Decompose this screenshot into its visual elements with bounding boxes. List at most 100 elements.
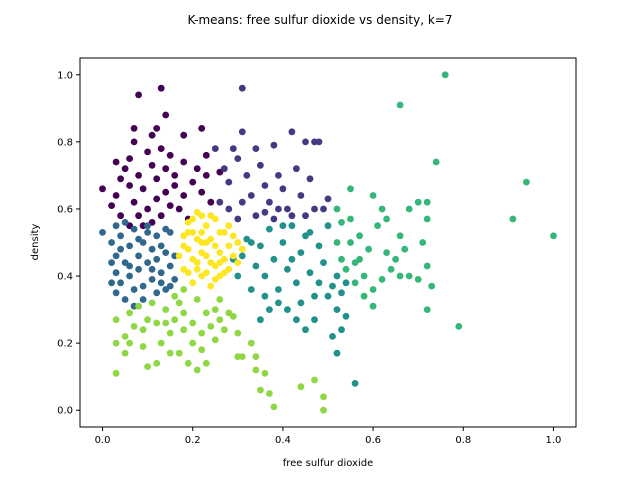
cluster-3-point: [288, 255, 296, 263]
cluster-6-point: [229, 252, 237, 260]
cluster-2-point: [117, 245, 124, 253]
cluster-3-point: [234, 272, 242, 280]
cluster-3-point: [275, 286, 282, 293]
cluster-5-point: [171, 292, 179, 300]
cluster-6-point: [180, 242, 188, 250]
cluster-2-point: [162, 249, 170, 256]
cluster-6-point: [193, 265, 201, 273]
cluster-0-point: [153, 124, 161, 132]
cluster-5-point: [171, 316, 179, 324]
cluster-1-point: [261, 208, 269, 216]
cluster-6-point: [207, 282, 215, 290]
cluster-1-point: [238, 128, 246, 136]
cluster-3-point: [306, 269, 314, 277]
cluster-1-point: [288, 212, 296, 220]
y-tick-label: 0.8: [57, 137, 73, 148]
x-axis-ticks: 0.0 0.2 0.4 0.6 0.8 1.0: [95, 427, 562, 446]
cluster-3-point: [270, 255, 278, 263]
cluster-4-point: [396, 272, 404, 280]
cluster-4-point: [360, 292, 368, 300]
cluster-0-point: [135, 172, 143, 179]
x-axis-label: free sulfur dioxide: [283, 458, 374, 469]
cluster-0-point: [112, 158, 120, 166]
cluster-4-point: [432, 158, 440, 166]
x-tick-label: 0.6: [365, 435, 381, 446]
y-tick-label: 0.0: [57, 406, 73, 417]
cluster-5-point: [112, 369, 120, 377]
cluster-0-point: [166, 202, 174, 210]
cluster-1-point: [302, 138, 309, 146]
cluster-0-point: [130, 138, 138, 146]
cluster-3-point: [333, 272, 341, 280]
cluster-6-point: [220, 269, 228, 277]
cluster-3-point: [275, 299, 282, 307]
cluster-4-point: [351, 279, 359, 287]
cluster-3-point: [284, 306, 291, 313]
cluster-5-point: [311, 376, 318, 384]
cluster-3-point: [261, 292, 269, 300]
cluster-6-point: [202, 222, 210, 230]
cluster-3-point: [261, 272, 269, 280]
cluster-0-point: [162, 165, 170, 173]
cluster-2-point: [126, 242, 133, 250]
x-tick-label: 0.0: [95, 435, 111, 446]
cluster-4-point: [378, 276, 386, 283]
cluster-5-point: [198, 346, 206, 354]
cluster-1-point: [261, 182, 269, 189]
cluster-5-point: [135, 302, 143, 310]
cluster-0-point: [162, 111, 170, 119]
cluster-2-point: [126, 262, 133, 270]
cluster-0-point: [99, 185, 106, 193]
cluster-1-point: [270, 141, 278, 149]
cluster-6-point: [193, 235, 201, 243]
cluster-0-point: [202, 151, 210, 159]
cluster-2-point: [112, 269, 120, 277]
cluster-6-point: [198, 229, 206, 236]
cluster-1-point: [234, 155, 242, 163]
x-tick-label: 1.0: [546, 435, 562, 446]
cluster-3-point: [257, 242, 264, 250]
cluster-3-point: [293, 279, 300, 287]
cluster-5-point: [121, 349, 129, 357]
cluster-1-point: [220, 165, 228, 173]
cluster-5-point: [234, 329, 242, 337]
cluster-0-point: [108, 202, 115, 210]
cluster-4-point: [423, 198, 431, 206]
cluster-6-point: [216, 259, 224, 266]
cluster-0-point: [130, 124, 138, 132]
cluster-3-point: [306, 229, 314, 236]
cluster-1-point: [270, 215, 278, 223]
cluster-3-point: [284, 265, 291, 273]
cluster-4-point: [347, 215, 354, 223]
cluster-1-point: [297, 192, 305, 199]
cluster-3-point: [293, 316, 300, 324]
cluster-0-point: [130, 198, 138, 206]
cluster-5-point: [175, 299, 183, 307]
cluster-5-point: [198, 329, 206, 337]
cluster-2-point: [144, 222, 152, 230]
chart-title: K-means: free sulfur dioxide vs density,…: [188, 13, 453, 27]
plot-frame: [79, 57, 577, 428]
cluster-0-point: [180, 131, 188, 139]
cluster-4-point: [423, 262, 431, 270]
cluster-1-point: [279, 185, 287, 193]
cluster-6-point: [238, 245, 246, 253]
cluster-1-point: [293, 165, 300, 173]
cluster-3-point: [338, 289, 345, 297]
cluster-3-point: [329, 333, 336, 340]
cluster-1-point: [243, 172, 251, 179]
cluster-2-point: [139, 296, 147, 303]
cluster-5-point: [220, 326, 228, 334]
cluster-2-point: [112, 222, 120, 230]
cluster-0-point: [144, 148, 152, 156]
x-tick-label: 0.8: [455, 435, 471, 446]
cluster-5-point: [211, 336, 219, 344]
cluster-5-point: [252, 366, 260, 374]
cluster-1-point: [252, 145, 260, 153]
cluster-5-point: [180, 309, 188, 317]
cluster-5-point: [211, 306, 219, 313]
cluster-0-point: [166, 151, 174, 159]
cluster-2-point: [117, 279, 124, 287]
cluster-0-point: [153, 175, 161, 183]
